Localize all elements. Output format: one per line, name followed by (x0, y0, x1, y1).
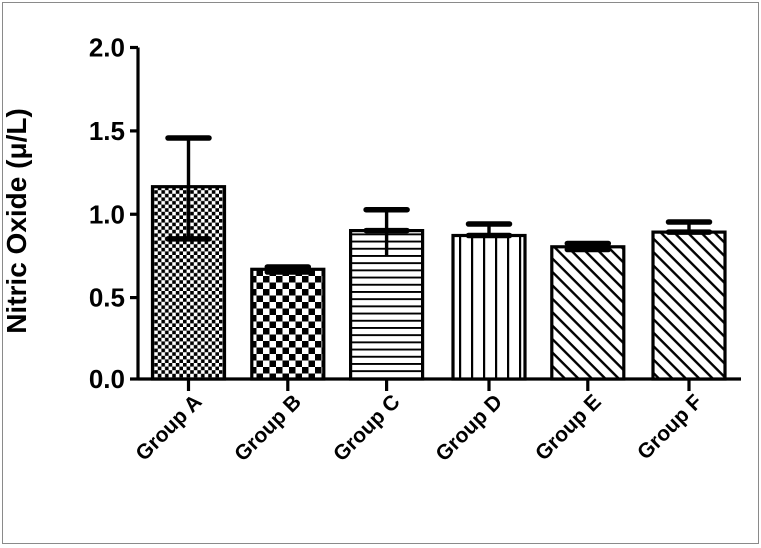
svg-text:1.5: 1.5 (89, 116, 125, 146)
svg-text:Group C: Group C (329, 390, 405, 466)
svg-text:Group F: Group F (633, 390, 707, 464)
svg-text:1.0: 1.0 (89, 199, 125, 229)
svg-text:Group D: Group D (431, 390, 507, 466)
svg-text:0.0: 0.0 (89, 364, 125, 394)
svg-text:Group A: Group A (131, 390, 206, 465)
svg-text:2.0: 2.0 (89, 33, 125, 63)
svg-text:0.5: 0.5 (89, 283, 125, 313)
svg-text:Group E: Group E (531, 390, 606, 465)
svg-text:Group B: Group B (230, 390, 306, 466)
svg-text:Nitric Oxide (μ/L): Nitric Oxide (μ/L) (3, 108, 32, 334)
